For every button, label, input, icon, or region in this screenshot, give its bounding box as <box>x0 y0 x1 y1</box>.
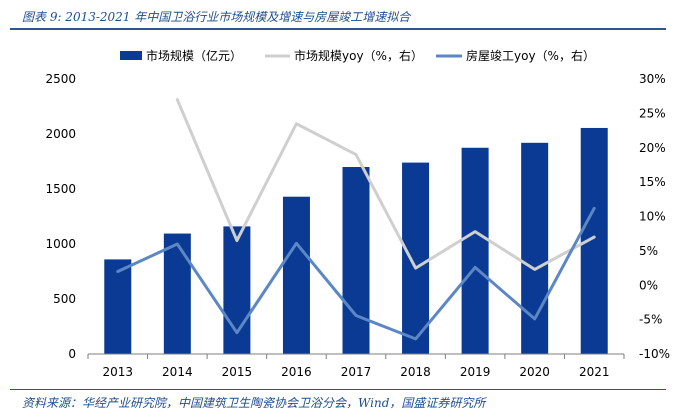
chart-legend: 市场规模（亿元） 市场规模yoy（%，右） 房屋竣工yoy（%，右） <box>120 48 595 63</box>
source-rule <box>10 389 666 390</box>
title-rule <box>10 28 666 30</box>
line-market-yoy <box>175 98 596 271</box>
left-tick-label: 2500 <box>45 72 76 86</box>
bar <box>342 167 370 354</box>
bar <box>461 147 489 354</box>
right-axis-ticks: -10% -5% 0% 5% 10% 15% 20% 25% 30% <box>639 72 670 361</box>
x-tick-label: 2020 <box>519 365 550 379</box>
right-tick-label: 25% <box>639 106 666 120</box>
line-housing-yoy <box>116 206 596 341</box>
left-tick-label: 1500 <box>45 182 76 196</box>
right-tick-label: 0% <box>639 278 658 292</box>
source-note: 资料来源：华经产业研究院，中国建筑卫生陶瓷协会卫浴分会，Wind，国盛证券研究所 <box>22 396 486 410</box>
left-axis-ticks: 0 500 1000 1500 2000 2500 <box>45 72 76 361</box>
right-tick-label: -10% <box>639 347 670 361</box>
right-tick-label: 5% <box>639 244 658 258</box>
right-tick-label: 10% <box>639 210 666 224</box>
bar <box>104 259 132 354</box>
x-tick-label: 2017 <box>341 365 372 379</box>
left-tick-label: 500 <box>53 292 76 306</box>
bar <box>521 142 549 354</box>
right-tick-label: -5% <box>639 313 662 327</box>
legend-label-market-yoy: 市场规模yoy（%，右） <box>294 48 423 63</box>
bar <box>402 162 430 354</box>
line-series-group <box>116 98 596 341</box>
legend-swatch-bar <box>120 51 142 60</box>
legend-label-housing-yoy: 房屋竣工yoy（%，右） <box>466 48 595 63</box>
x-tick-label: 2013 <box>103 365 134 379</box>
x-tick-label: 2018 <box>400 365 431 379</box>
x-tick-label: 2015 <box>222 365 253 379</box>
x-axis-ticks: 2013 2014 2015 2016 2017 2018 2019 2020 2021 <box>87 354 625 379</box>
bar <box>163 233 191 354</box>
figure-title: 图表 9: 2013-2021 年中国卫浴行业市场规模及增速与房屋竣工增速拟合 <box>22 10 411 24</box>
left-tick-label: 2000 <box>45 127 76 141</box>
bar <box>223 226 251 354</box>
legend-label-market-size: 市场规模（亿元） <box>146 48 242 63</box>
right-tick-label: 20% <box>639 141 666 155</box>
x-tick-label: 2021 <box>579 365 610 379</box>
x-tick-label: 2016 <box>281 365 312 379</box>
bar <box>282 196 310 354</box>
left-tick-label: 0 <box>68 347 76 361</box>
right-tick-label: 15% <box>639 175 666 189</box>
x-tick-label: 2019 <box>460 365 491 379</box>
bar-series-market-size <box>104 127 608 354</box>
right-tick-label: 30% <box>639 72 666 86</box>
left-tick-label: 1000 <box>45 237 76 251</box>
x-tick-label: 2014 <box>162 365 193 379</box>
